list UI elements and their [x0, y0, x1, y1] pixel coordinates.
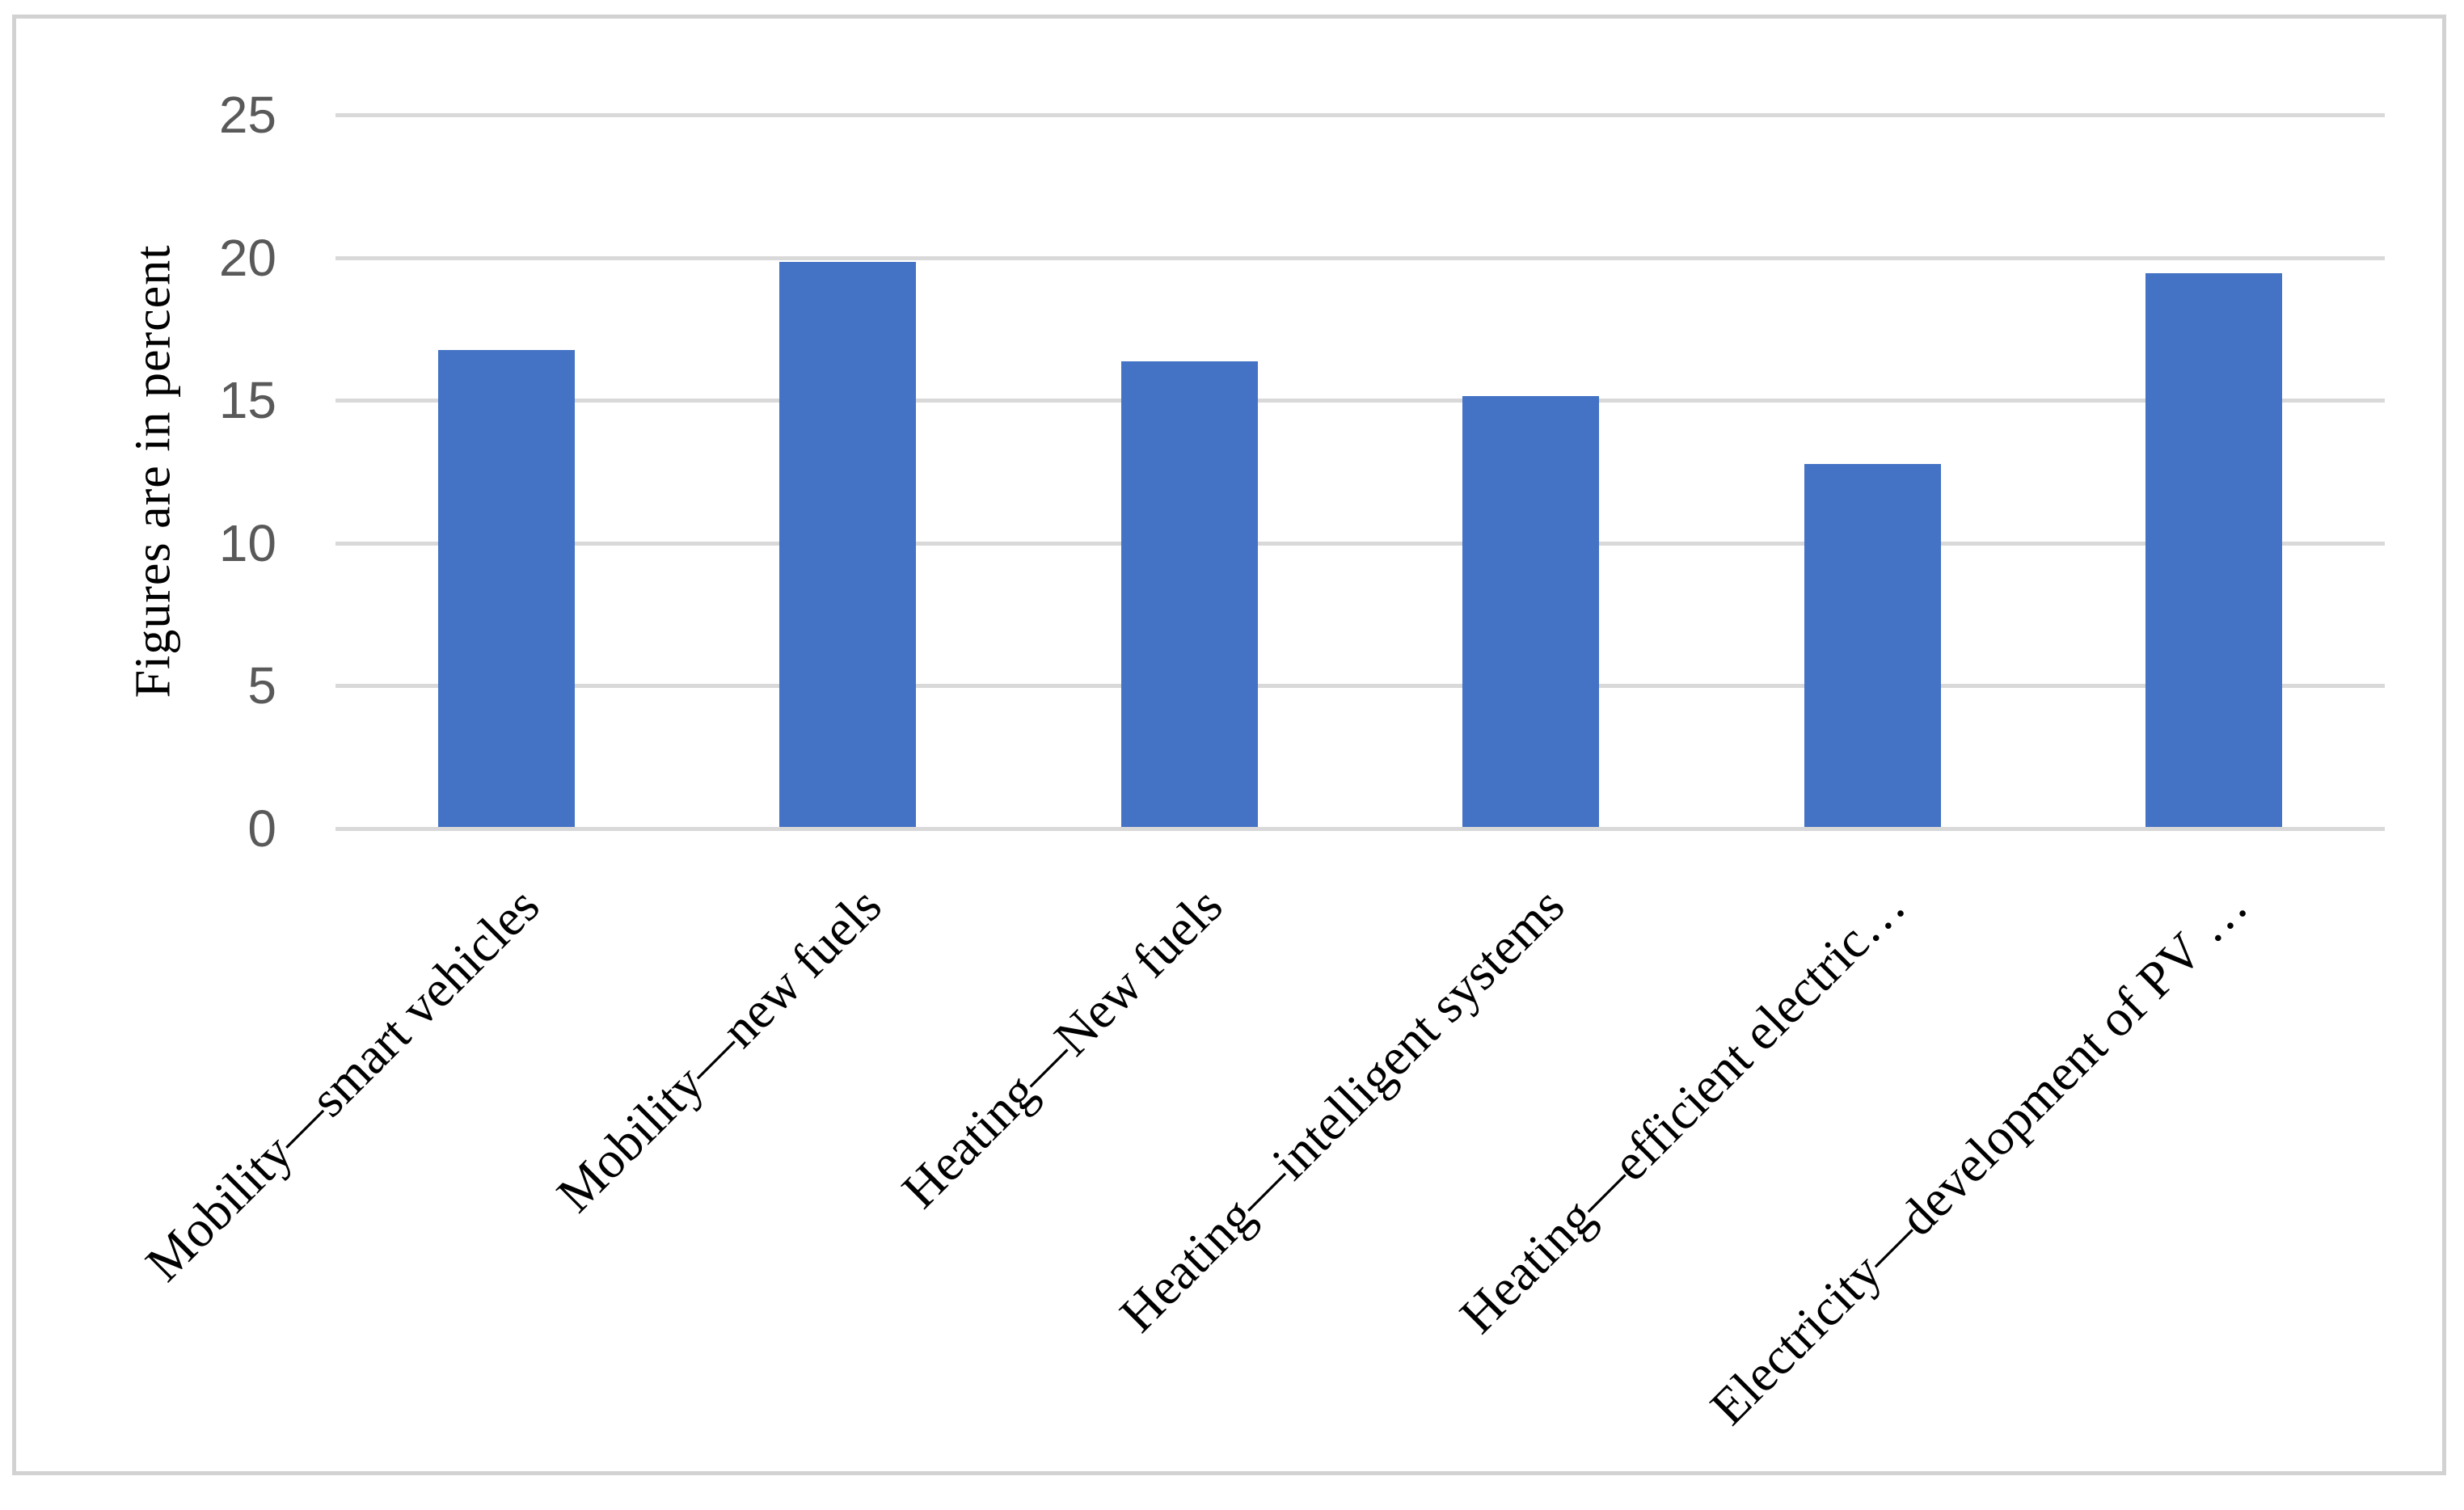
gridline [335, 827, 2385, 831]
gridline [335, 541, 2385, 546]
y-tick-label: 25 [218, 86, 276, 144]
y-axis-title: Figures are in percent [125, 244, 181, 698]
figure-frame: 0 5 10 15 20 25 Figures are in percent Mobili… [12, 15, 2446, 1475]
bar [1121, 361, 1258, 827]
x-category-label: Electricity—development of PV … [1698, 876, 2259, 1436]
x-category-label: Mobility—new fuels [545, 876, 892, 1223]
gridlines-layer [16, 19, 2464, 1510]
bar [779, 261, 916, 827]
gridline [335, 255, 2385, 260]
gridline [335, 113, 2385, 117]
gridline [335, 399, 2385, 403]
bar [2145, 272, 2282, 827]
x-category-label: Mobility—smart vehicles [134, 876, 551, 1293]
gridline [335, 684, 2385, 689]
y-axis-tick-labels: 0 5 10 15 20 25 [16, 19, 2464, 1510]
bar [1804, 464, 1941, 827]
bars-layer [16, 19, 2464, 1510]
x-category-label: Heating—efficient electric… [1449, 876, 1917, 1344]
x-category-label: Heating—intelligent systems [1108, 876, 1576, 1343]
bar [438, 350, 575, 827]
x-axis-category-labels: Mobility—smart vehicles Mobility—new fuel… [16, 19, 2464, 1510]
x-category-label: Heating—New fuels [891, 876, 1234, 1219]
y-tick-label: 0 [247, 799, 276, 858]
bar [1462, 395, 1599, 827]
